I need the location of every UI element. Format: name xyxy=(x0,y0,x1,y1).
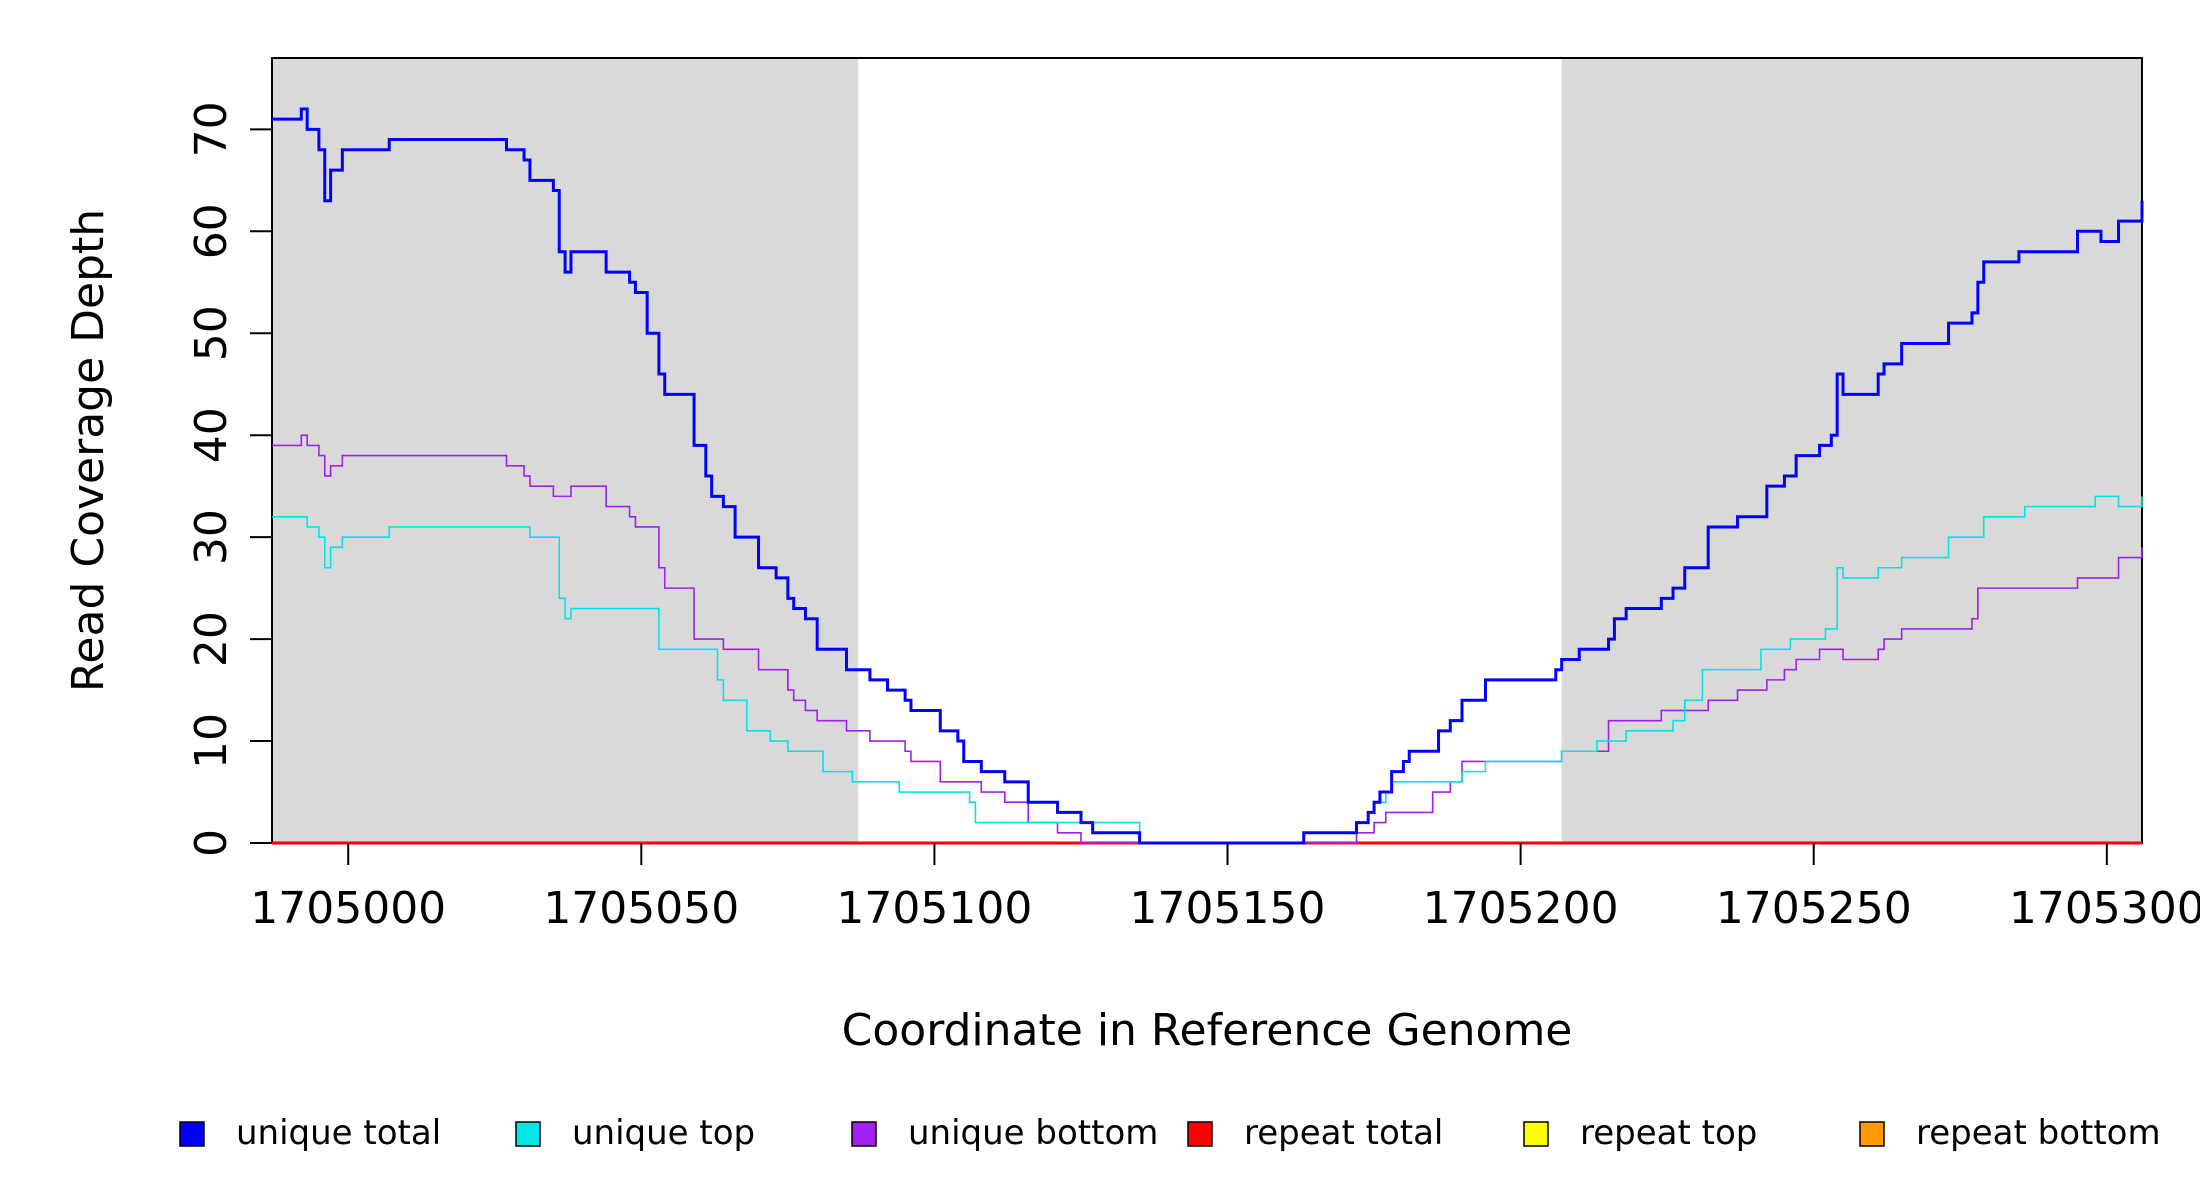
x-tick-label: 1705150 xyxy=(1130,883,1326,934)
y-axis: 0 10 20 30 40 50 60 70 xyxy=(186,101,272,857)
y-tick-label: 0 xyxy=(186,829,237,857)
shaded-regions xyxy=(272,58,2142,843)
legend: unique total unique top unique bottom repea… xyxy=(179,1113,2161,1153)
y-tick-label: 60 xyxy=(186,203,237,259)
y-tick-label: 40 xyxy=(186,407,237,463)
y-axis-label: Read Coverage Depth xyxy=(63,209,114,692)
shaded-region-0 xyxy=(272,58,859,843)
x-axis-label: Coordinate in Reference Genome xyxy=(842,1005,1573,1056)
x-tick-label: 1705100 xyxy=(836,883,1032,934)
legend-label-repeat-bottom: repeat bottom xyxy=(1916,1113,2161,1153)
legend-label-repeat-total: repeat total xyxy=(1244,1113,1443,1153)
legend-label-unique-total: unique total xyxy=(236,1113,441,1153)
x-tick-label: 1705000 xyxy=(250,883,446,934)
y-tick-label: 20 xyxy=(186,611,237,667)
legend-label-unique-bottom: unique bottom xyxy=(908,1113,1158,1153)
x-tick-label: 1705250 xyxy=(1716,883,1912,934)
y-tick-label: 10 xyxy=(186,713,237,769)
legend-label-unique-top: unique top xyxy=(572,1113,755,1153)
series-line-unique-bottom xyxy=(272,434,2143,844)
y-tick-label: 70 xyxy=(186,101,237,157)
shaded-region-1 xyxy=(1561,58,2142,843)
legend-swatch-unique-bottom xyxy=(851,1121,877,1147)
x-tick-label: 1705200 xyxy=(1423,883,1619,934)
series-line-unique-total xyxy=(272,107,2144,845)
legend-swatch-unique-top xyxy=(515,1121,541,1147)
legend-swatch-unique-total xyxy=(179,1121,205,1147)
y-tick-label: 50 xyxy=(186,305,237,361)
y-tick-label: 30 xyxy=(186,509,237,565)
legend-swatch-repeat-top xyxy=(1523,1121,1549,1147)
legend-swatch-repeat-bottom xyxy=(1859,1121,1885,1147)
legend-label-repeat-top: repeat top xyxy=(1580,1113,1757,1153)
legend-swatch-repeat-total xyxy=(1187,1121,1213,1147)
x-tick-label: 1705050 xyxy=(543,883,739,934)
series-lines xyxy=(272,107,2144,845)
x-axis: 1705000 1705050 1705100 1705150 1705200 17052… xyxy=(250,843,2200,934)
x-tick-label: 1705300 xyxy=(2009,883,2200,934)
